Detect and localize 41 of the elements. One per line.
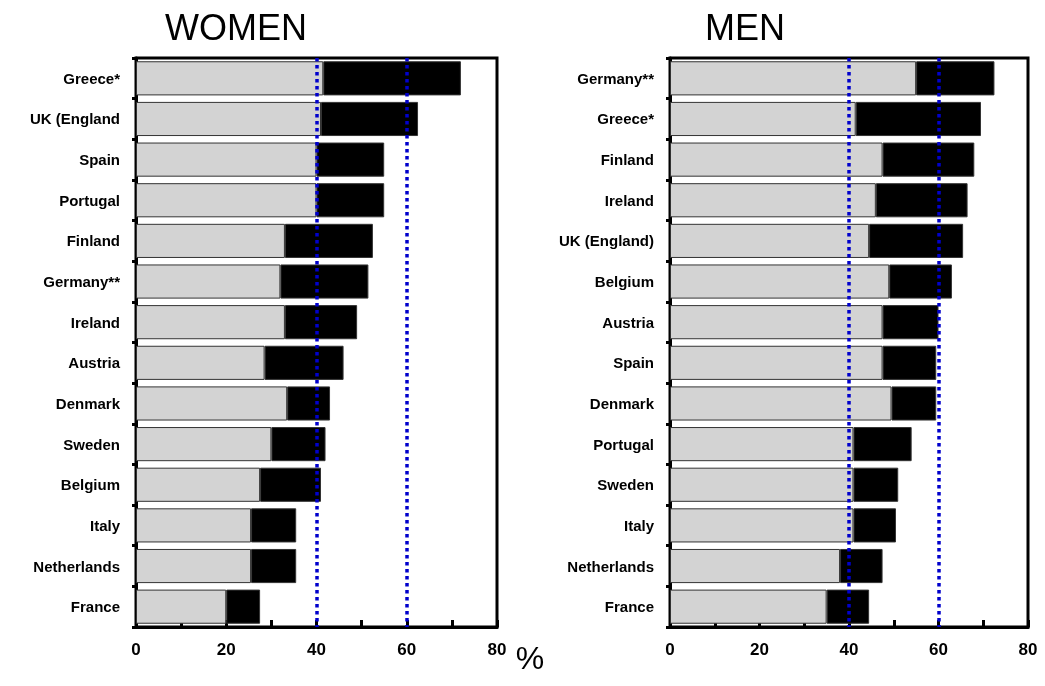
x-tick-label: 0 — [665, 640, 675, 659]
y-tick-label: Germany** — [577, 69, 655, 87]
x-tick-label: 60 — [397, 640, 417, 659]
x-tick-label: 0 — [131, 640, 141, 659]
y-tick-label: Austria — [602, 313, 655, 331]
x-tick-label: 60 — [929, 640, 948, 659]
x-tick-label: 20 — [750, 640, 769, 659]
y-tick-label: Germany** — [43, 273, 121, 291]
y-tick-label: Spain — [613, 354, 654, 372]
y-tick-label: Finland — [66, 232, 120, 250]
chart-title: WOMEN — [165, 6, 307, 48]
y-tick-label: Italy — [623, 516, 655, 534]
y-tick-label: Denmark — [589, 394, 655, 412]
y-tick-label: Austria — [68, 354, 121, 372]
y-tick-label: Ireland — [70, 313, 120, 331]
y-tick-label: Netherlands — [567, 557, 654, 575]
chart-title: MEN — [705, 6, 785, 48]
y-tick-label: Spain — [79, 151, 120, 169]
y-tick-label: Denmark — [55, 394, 121, 412]
y-tick-label: Portugal — [593, 435, 654, 453]
x-tick-label: 80 — [487, 640, 507, 659]
y-tick-label: UK (England) — [559, 232, 654, 250]
y-tick-label: Netherlands — [33, 557, 120, 575]
x-tick-label: 40 — [839, 640, 859, 659]
y-tick-label: France — [604, 598, 654, 616]
y-tick-label: UK (England — [30, 110, 120, 128]
y-tick-label: Portugal — [59, 191, 120, 209]
y-tick-label: Greece* — [63, 69, 121, 87]
y-tick-label: France — [70, 598, 120, 616]
y-tick-label: Greece* — [597, 110, 655, 128]
y-tick-label: Sweden — [63, 435, 120, 453]
x-tick-label: 40 — [307, 640, 326, 659]
x-tick-label: 80 — [1018, 640, 1038, 659]
x-tick-label: 20 — [216, 640, 236, 659]
y-tick-label: Belgium — [594, 273, 654, 291]
y-tick-label: Belgium — [60, 476, 120, 494]
y-tick-label: Italy — [89, 516, 121, 534]
y-tick-label: Finland — [600, 151, 654, 169]
y-tick-label: Sweden — [597, 476, 654, 494]
y-tick-label: Ireland — [604, 191, 654, 209]
x-axis-title: % — [515, 640, 545, 676]
